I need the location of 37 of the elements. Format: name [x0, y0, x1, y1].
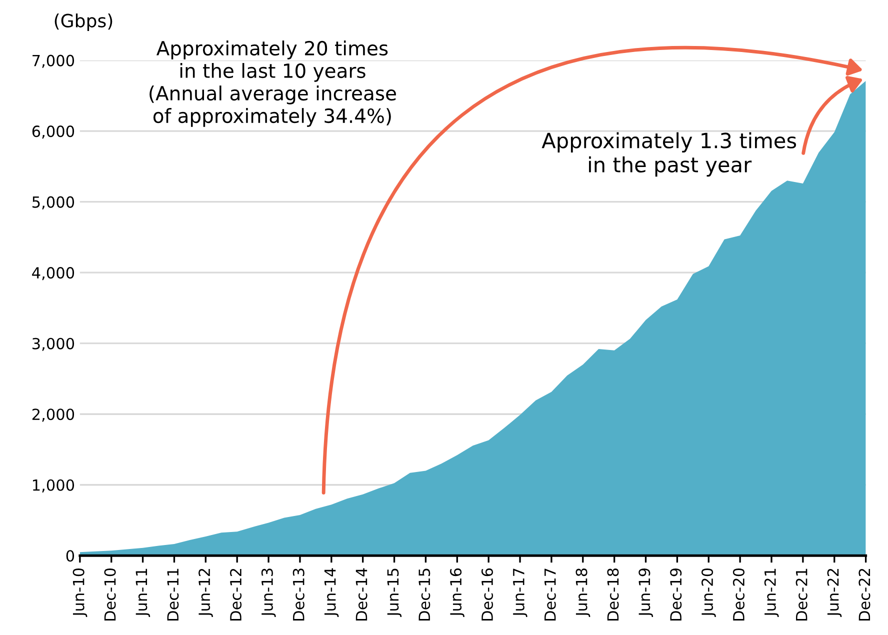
- x-tick-label: Jun-13: [261, 568, 276, 618]
- annotation: Approximately 20 times in the last 10 years (Annual average increase of approximately 34.4%): [150, 40, 396, 127]
- x-tick-label: Dec-12: [230, 568, 242, 620]
- x-tick-label: Dec-18: [607, 568, 619, 620]
- x-tick-label: Dec-17: [544, 568, 556, 620]
- y-tick-label: 3,000: [32, 338, 74, 351]
- x-tick-label: Jun-20: [702, 568, 716, 618]
- x-tick-label: Jun-15: [387, 568, 402, 618]
- y-tick-label: 5,000: [32, 196, 74, 210]
- x-tick-label: Jun-21: [764, 568, 779, 618]
- y-tick-label: 6,000: [32, 126, 74, 139]
- y-tick-label: 4,000: [32, 267, 74, 280]
- x-tick-label: Jun-10: [72, 568, 88, 618]
- x-tick-label: Dec-13: [292, 568, 304, 620]
- x-tick-label: Jun-18: [576, 568, 590, 618]
- x-tick-label: Dec-10: [104, 568, 116, 620]
- x-tick-label: Jun-22: [827, 568, 842, 618]
- x-tick-label: Dec-22: [858, 568, 870, 620]
- y-tick-label: 1,000: [33, 479, 74, 492]
- x-tick-label: Jun-11: [136, 568, 150, 618]
- annotation: Approximately 1.3 times in the past year: [542, 132, 796, 177]
- y-tick-label: 7,000: [32, 54, 74, 68]
- x-tick-label: Jun-12: [198, 568, 213, 618]
- x-tick-label: Dec-21: [796, 568, 808, 620]
- x-tick-label: Dec-20: [732, 568, 744, 620]
- y-axis-title: (Gbps): [54, 13, 112, 31]
- y-tick-label: 2,000: [32, 408, 74, 422]
- x-tick-label: Dec-19: [670, 568, 682, 620]
- x-tick-label: Dec-16: [481, 568, 494, 620]
- x-tick-label: Dec-15: [418, 568, 430, 620]
- x-tick-label: Jun-19: [638, 568, 654, 618]
- x-tick-label: Jun-16: [450, 568, 464, 618]
- x-tick-label: Dec-11: [167, 568, 179, 620]
- x-tick-label: Jun-14: [324, 568, 339, 618]
- x-tick-label: Jun-17: [513, 568, 528, 618]
- x-tick-label: Dec-14: [356, 568, 368, 620]
- y-tick-label: 0: [66, 550, 74, 562]
